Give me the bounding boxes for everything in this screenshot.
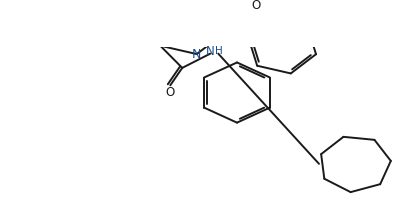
Text: N: N bbox=[206, 45, 215, 58]
Text: O: O bbox=[166, 86, 175, 99]
Text: N: N bbox=[192, 47, 202, 60]
Text: H: H bbox=[215, 46, 223, 56]
Text: O: O bbox=[252, 0, 261, 12]
